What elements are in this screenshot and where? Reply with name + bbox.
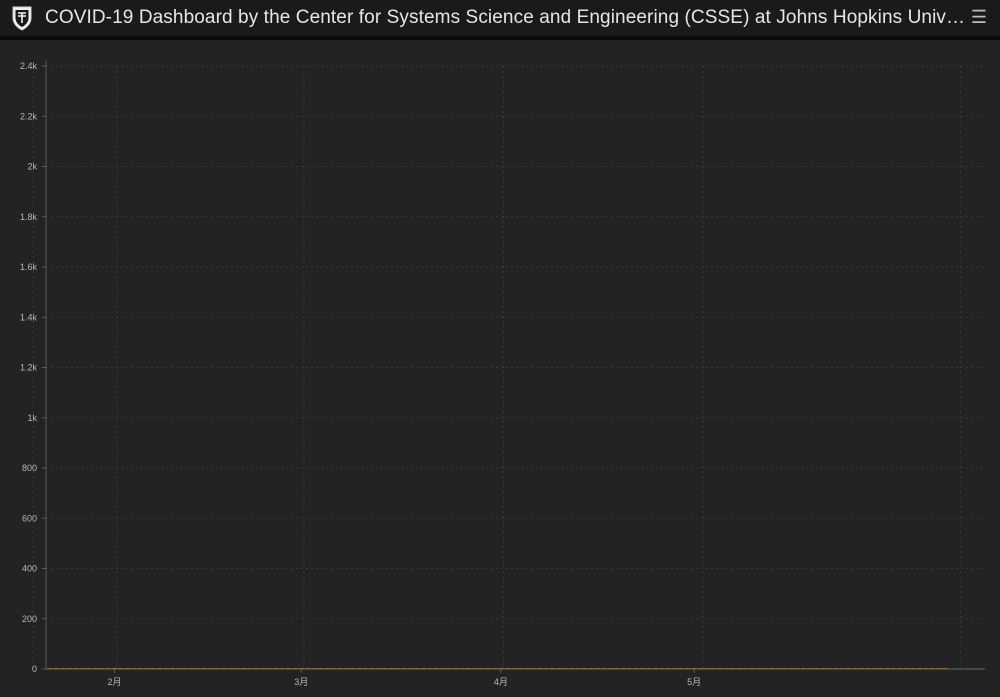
y-tick-label: 1.4k [20,312,38,322]
header-bar: COVID-19 Dashboard by the Center for Sys… [0,0,1000,40]
y-tick-label: 1.8k [20,212,38,222]
chart-grid [32,65,985,669]
x-axis-ticks: 2月 3月 4月 5月 [107,669,701,687]
x-tick-label: 5月 [687,677,701,687]
y-tick-label: 800 [22,463,37,473]
y-tick-label: 2.4k [20,61,38,71]
bar-chart-svg: 0 200 400 600 800 1k 1.2k 1.4k 1.6k 1.8k 2k 2.2k 2.4… [20,60,985,687]
dashboard-title: COVID-19 Dashboard by the Center for Sys… [45,7,966,28]
x-tick-label: 3月 [294,677,308,687]
y-tick-label: 600 [22,513,37,523]
y-tick-label: 2k [27,162,37,172]
chart-axes [45,60,985,670]
y-tick-label: 200 [22,614,37,624]
x-tick-label: 2月 [107,677,121,687]
y-axis-ticks: 0 200 400 600 800 1k 1.2k 1.4k 1.6k 1.8k 2k 2.2k 2.4… [20,61,46,674]
y-tick-label: 0 [32,664,37,674]
y-tick-label: 1k [27,413,37,423]
daily-cases-chart: 0 200 400 600 800 1k 1.2k 1.4k 1.6k 1.8k 2k 2.2k 2.4… [0,40,1000,692]
y-tick-label: 2.2k [20,111,38,121]
y-tick-label: 1.6k [20,262,38,272]
hamburger-menu-icon[interactable]: ☰ [970,7,988,27]
x-tick-label: 4月 [494,677,508,687]
university-shield-icon [11,5,33,31]
y-tick-label: 400 [22,564,37,574]
y-tick-label: 1.2k [20,363,38,373]
